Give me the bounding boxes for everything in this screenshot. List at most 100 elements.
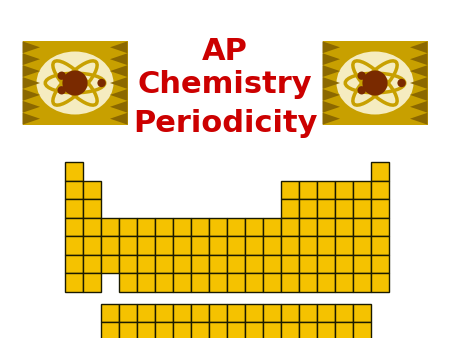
Bar	[323, 41, 428, 125]
Bar	[137, 217, 155, 236]
Bar	[137, 236, 155, 255]
Text: Periodicity: Periodicity	[133, 108, 317, 138]
Bar	[335, 199, 353, 217]
Bar	[83, 217, 101, 236]
Bar	[353, 236, 371, 255]
Polygon shape	[110, 77, 127, 89]
Polygon shape	[410, 101, 427, 113]
Polygon shape	[22, 101, 40, 113]
Bar	[371, 162, 389, 180]
Bar	[191, 304, 209, 322]
Bar	[281, 304, 299, 322]
Bar	[371, 217, 389, 236]
Bar	[227, 236, 245, 255]
Circle shape	[97, 79, 106, 87]
Bar	[299, 217, 317, 236]
Bar	[353, 322, 371, 338]
Polygon shape	[110, 113, 127, 125]
Bar	[299, 199, 317, 217]
Bar	[317, 217, 335, 236]
Bar	[65, 217, 83, 236]
Bar	[353, 199, 371, 217]
Bar	[101, 236, 119, 255]
Bar	[155, 236, 173, 255]
Bar	[173, 255, 191, 273]
Bar	[155, 217, 173, 236]
Polygon shape	[22, 77, 40, 89]
Bar	[335, 273, 353, 291]
Bar	[317, 322, 335, 338]
Bar	[263, 304, 281, 322]
Bar	[209, 273, 227, 291]
Bar	[155, 304, 173, 322]
Bar	[335, 180, 353, 199]
Bar	[101, 255, 119, 273]
Bar	[317, 199, 335, 217]
Polygon shape	[323, 101, 340, 113]
Circle shape	[362, 70, 387, 96]
Bar	[119, 255, 137, 273]
Bar	[281, 322, 299, 338]
Bar	[245, 236, 263, 255]
Bar	[83, 273, 101, 291]
Ellipse shape	[337, 51, 414, 115]
Polygon shape	[323, 53, 340, 65]
Ellipse shape	[36, 51, 113, 115]
Bar	[335, 304, 353, 322]
Bar	[227, 255, 245, 273]
Bar	[209, 304, 227, 322]
Bar	[245, 217, 263, 236]
Bar	[65, 199, 83, 217]
Polygon shape	[22, 113, 40, 125]
Polygon shape	[110, 41, 127, 53]
Circle shape	[357, 86, 366, 95]
Bar	[119, 273, 137, 291]
Bar	[299, 255, 317, 273]
Bar	[371, 236, 389, 255]
Polygon shape	[110, 89, 127, 101]
Bar	[173, 217, 191, 236]
Bar	[227, 273, 245, 291]
Circle shape	[397, 79, 406, 87]
Bar	[317, 273, 335, 291]
Bar	[191, 236, 209, 255]
Bar	[173, 236, 191, 255]
Bar	[155, 322, 173, 338]
Circle shape	[357, 72, 366, 80]
Bar	[191, 255, 209, 273]
Bar	[281, 199, 299, 217]
Bar	[245, 255, 263, 273]
Circle shape	[58, 72, 66, 80]
Polygon shape	[410, 77, 427, 89]
Bar	[119, 236, 137, 255]
Bar	[83, 180, 101, 199]
Bar	[209, 217, 227, 236]
Bar	[263, 322, 281, 338]
Bar	[353, 217, 371, 236]
Bar	[299, 273, 317, 291]
Bar	[317, 236, 335, 255]
Polygon shape	[323, 113, 340, 125]
Bar	[299, 304, 317, 322]
Polygon shape	[410, 89, 427, 101]
Bar	[155, 273, 173, 291]
Bar	[245, 322, 263, 338]
Bar	[101, 322, 119, 338]
Polygon shape	[22, 41, 40, 53]
Bar	[119, 304, 137, 322]
Bar	[65, 273, 83, 291]
Bar	[137, 273, 155, 291]
Bar	[263, 236, 281, 255]
Polygon shape	[110, 101, 127, 113]
Bar	[335, 236, 353, 255]
Bar	[65, 162, 83, 180]
Bar	[263, 273, 281, 291]
Polygon shape	[323, 77, 340, 89]
Bar	[317, 255, 335, 273]
Bar	[263, 217, 281, 236]
Bar	[83, 255, 101, 273]
Polygon shape	[323, 89, 340, 101]
Bar	[209, 255, 227, 273]
Bar	[263, 255, 281, 273]
Bar	[101, 217, 119, 236]
